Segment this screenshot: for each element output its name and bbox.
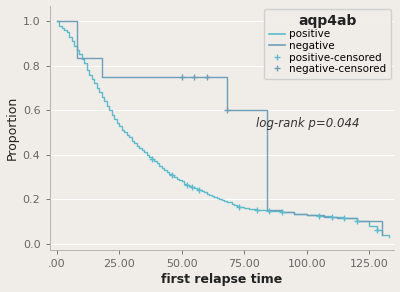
Line: negative: negative xyxy=(57,21,382,235)
negative xyxy=(74,19,79,23)
negative xyxy=(322,215,327,219)
negative xyxy=(304,213,309,216)
positive xyxy=(132,140,137,143)
negative xyxy=(272,208,277,212)
negative xyxy=(272,208,277,212)
negative xyxy=(280,208,284,212)
negative xyxy=(192,75,197,79)
positive xyxy=(247,206,252,210)
X-axis label: first relapse time: first relapse time xyxy=(161,273,282,286)
negative xyxy=(280,211,284,214)
negative xyxy=(224,75,229,79)
negative xyxy=(304,212,309,215)
Text: log-rank p=0.044: log-rank p=0.044 xyxy=(256,117,360,130)
negative xyxy=(100,75,104,79)
negative xyxy=(380,233,384,237)
positive xyxy=(197,188,202,192)
negative xyxy=(264,208,269,212)
negative xyxy=(354,216,359,220)
negative xyxy=(74,57,79,60)
negative xyxy=(204,75,209,79)
Legend: positive, negative, positive-censored, negative-censored: positive, negative, positive-censored, n… xyxy=(264,9,391,79)
negative xyxy=(224,108,229,112)
Line: positive: positive xyxy=(57,21,390,237)
negative xyxy=(180,75,184,79)
negative xyxy=(54,19,59,23)
Y-axis label: Proportion: Proportion xyxy=(6,96,18,160)
negative xyxy=(354,220,359,223)
negative xyxy=(292,212,297,215)
negative xyxy=(264,108,269,112)
positive xyxy=(387,235,392,239)
positive xyxy=(217,196,222,200)
negative xyxy=(204,75,209,79)
negative xyxy=(334,215,339,219)
negative xyxy=(380,220,384,223)
positive xyxy=(117,124,122,127)
negative xyxy=(180,75,184,79)
negative xyxy=(322,213,327,216)
positive xyxy=(54,19,59,23)
negative xyxy=(334,216,339,220)
negative xyxy=(100,57,104,60)
positive xyxy=(72,44,77,47)
negative xyxy=(292,211,297,214)
negative xyxy=(192,75,197,79)
